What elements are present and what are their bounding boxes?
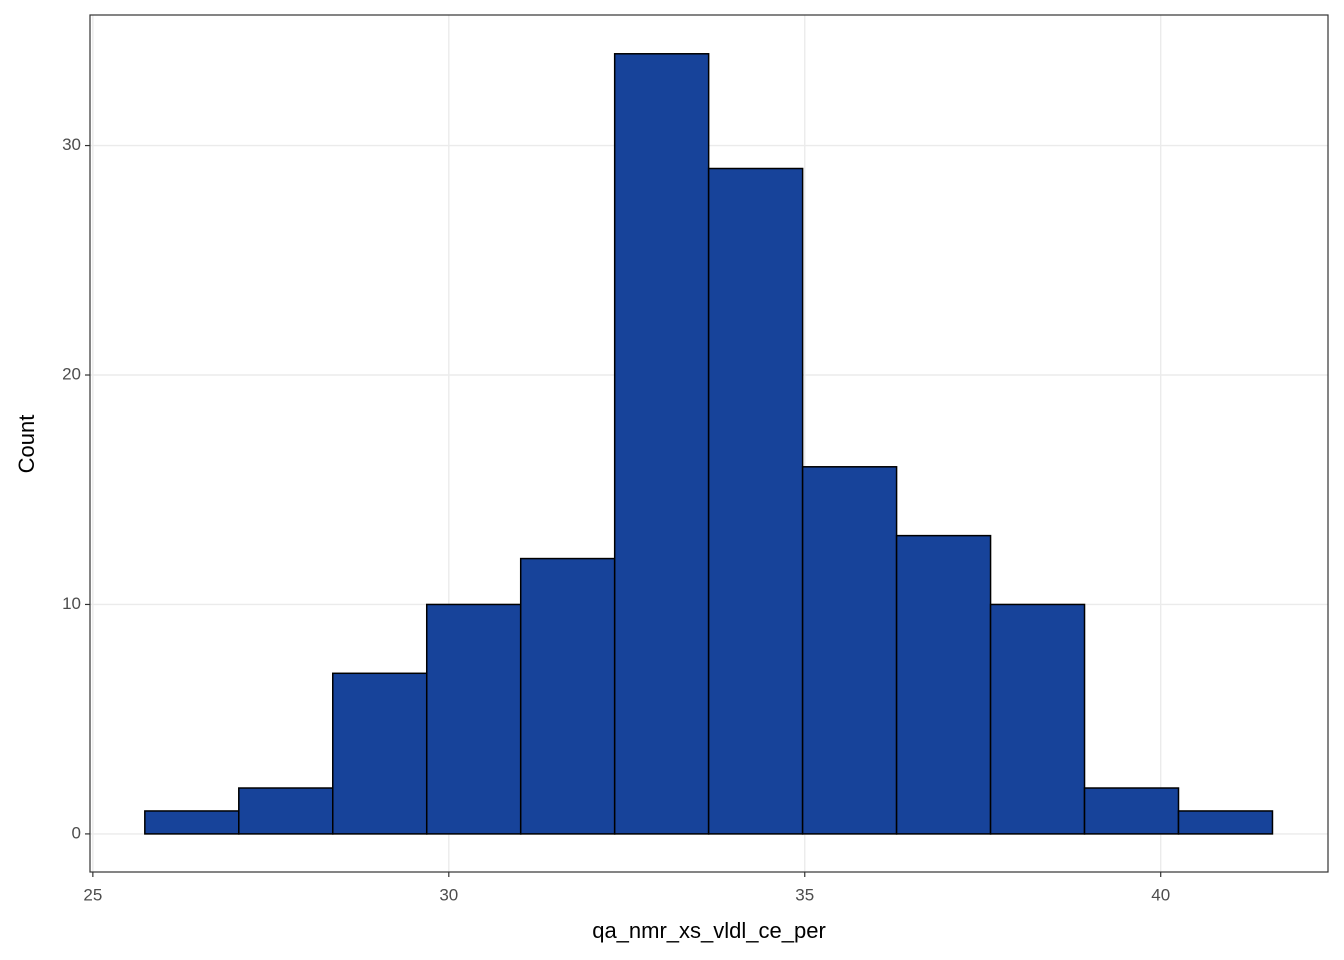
bar <box>425 603 522 835</box>
y-tick-label: 10 <box>62 594 81 613</box>
y-tick-label: 30 <box>62 135 81 154</box>
plot-border <box>89 14 1329 873</box>
y-axis-title: Count <box>14 415 39 474</box>
x-tick-label: 35 <box>795 885 814 904</box>
y-tick-label: 0 <box>72 823 81 842</box>
bar <box>144 810 240 835</box>
y-tick-label: 20 <box>62 364 81 383</box>
bar <box>895 534 992 835</box>
x-tick-label: 25 <box>83 885 102 904</box>
bar <box>238 787 334 835</box>
bar <box>801 466 898 835</box>
x-axis-title: qa_nmr_xs_vldl_ce_per <box>592 918 826 943</box>
x-tick-label: 30 <box>439 885 458 904</box>
x-tick-label: 40 <box>1151 885 1170 904</box>
bar <box>989 603 1086 835</box>
bar <box>332 672 428 835</box>
bar <box>707 167 804 835</box>
bar <box>1083 787 1180 835</box>
bar <box>1177 810 1274 835</box>
bar <box>613 53 710 835</box>
bar <box>519 557 616 835</box>
